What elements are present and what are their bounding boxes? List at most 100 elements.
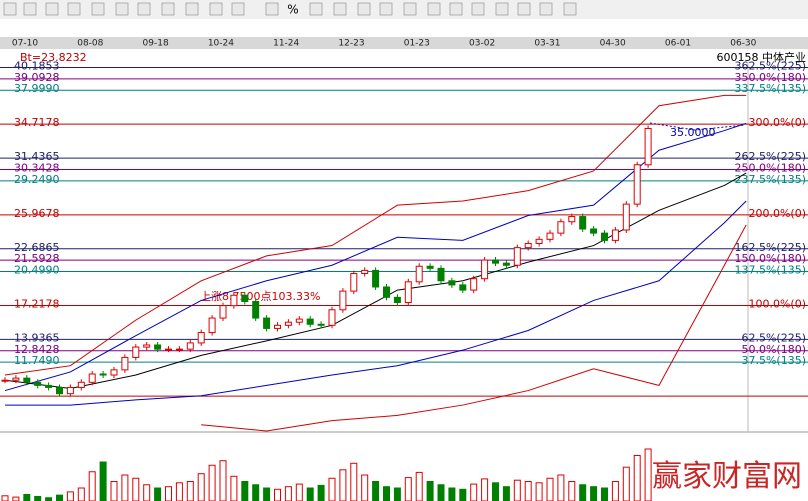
volume-bar — [263, 487, 271, 501]
candle — [611, 229, 619, 241]
volume-bar — [437, 484, 445, 501]
level-pct-label: 300.0%(0) — [748, 116, 806, 129]
x-tick-label: 01-23 — [404, 39, 430, 49]
annotation: 35.0000 — [670, 126, 716, 139]
volume-bar — [644, 448, 652, 501]
chart-title: 600158 中体产业 — [717, 50, 807, 64]
candle — [23, 377, 31, 383]
volume-bar — [306, 487, 314, 501]
tool-button[interactable] — [91, 2, 105, 16]
tool-button[interactable] — [45, 2, 59, 16]
level-price-label: 29.2490 — [14, 173, 60, 186]
volume-bar — [579, 484, 587, 501]
candle — [622, 203, 630, 231]
tool-button[interactable] — [517, 2, 531, 16]
candle — [437, 267, 445, 282]
candle — [219, 305, 227, 319]
volume-bar — [513, 479, 521, 501]
volume-bar — [328, 477, 336, 501]
level-pct-label: 100.0%(0) — [748, 297, 806, 310]
volume-bar — [611, 481, 619, 501]
volume-bar — [241, 481, 249, 501]
candle — [393, 296, 401, 304]
tool-button[interactable] — [209, 2, 223, 16]
candle — [459, 284, 467, 291]
candle — [241, 294, 249, 302]
x-tick-label: 03-02 — [469, 39, 495, 49]
candle — [633, 164, 641, 205]
volume-bar — [165, 486, 172, 501]
tool-button[interactable] — [231, 2, 245, 16]
tool-button[interactable] — [23, 2, 37, 16]
candle — [175, 348, 183, 351]
x-tick-label: 12-23 — [338, 39, 364, 49]
tool-button[interactable] — [3, 2, 17, 16]
tool-button[interactable] — [495, 2, 509, 16]
candle — [132, 346, 140, 358]
candle — [165, 348, 172, 351]
watermark: 赢家财富网 — [652, 459, 802, 494]
tool-button[interactable] — [403, 2, 417, 16]
candle — [372, 269, 380, 288]
tool-button[interactable] — [539, 2, 553, 16]
candle — [1, 379, 9, 382]
subtitle: Bt=23.8232 — [20, 51, 87, 64]
candle — [601, 232, 608, 241]
level-price-label: 22.6865 — [14, 241, 60, 254]
tool-button[interactable] — [185, 2, 199, 16]
candle — [470, 278, 478, 291]
volume-bar — [197, 473, 205, 501]
indicator-line — [201, 224, 747, 432]
volume-bar — [492, 482, 499, 501]
level-pct-label: 62.5%(225) — [741, 331, 806, 344]
tool-button[interactable] — [161, 2, 175, 16]
candle — [448, 280, 456, 286]
volume-bar — [230, 475, 238, 501]
volume-bar — [426, 481, 434, 501]
candle — [306, 318, 314, 325]
volume-bar — [470, 483, 478, 501]
candle — [502, 262, 510, 266]
candle — [252, 300, 260, 319]
volume-bar — [568, 481, 576, 501]
volume-bar — [393, 487, 401, 501]
tool-button[interactable] — [67, 2, 81, 16]
volume-bar — [383, 486, 390, 501]
tool-button[interactable] — [449, 2, 463, 16]
level-price-label: 20.4990 — [14, 263, 60, 276]
volume-bar — [219, 460, 227, 501]
measure-line — [649, 122, 746, 131]
candle — [546, 232, 554, 240]
tool-button[interactable] — [563, 2, 577, 16]
tool-button[interactable] — [333, 2, 347, 16]
candle — [579, 216, 587, 230]
tool-button[interactable] — [379, 2, 393, 16]
volume-bar — [622, 466, 630, 501]
tool-button[interactable] — [265, 2, 279, 16]
candle — [230, 294, 238, 307]
tool-button[interactable] — [427, 2, 441, 16]
candle — [88, 373, 96, 383]
level-price-label: 21.5928 — [14, 252, 60, 265]
indicator-line — [5, 200, 747, 406]
candle — [524, 242, 532, 249]
tool-button[interactable] — [115, 2, 129, 16]
level-pct-label: 362.5%(225) — [734, 60, 806, 73]
candle — [535, 238, 543, 244]
toolbar-percent[interactable]: % — [287, 3, 298, 17]
tool-button[interactable] — [309, 2, 323, 16]
volume-bar — [88, 471, 96, 501]
volume-bar — [132, 477, 140, 501]
level-price-label: 13.9365 — [14, 331, 60, 344]
candle — [121, 356, 129, 371]
tool-button[interactable] — [357, 2, 371, 16]
candle — [568, 216, 576, 223]
volume-bar — [154, 487, 162, 501]
x-tick-label: 08-08 — [77, 39, 103, 49]
tool-button[interactable] — [471, 2, 485, 16]
indicator-line — [4, 172, 747, 390]
volume-bar — [175, 482, 183, 501]
candle — [110, 369, 118, 376]
tool-button[interactable] — [137, 2, 151, 16]
